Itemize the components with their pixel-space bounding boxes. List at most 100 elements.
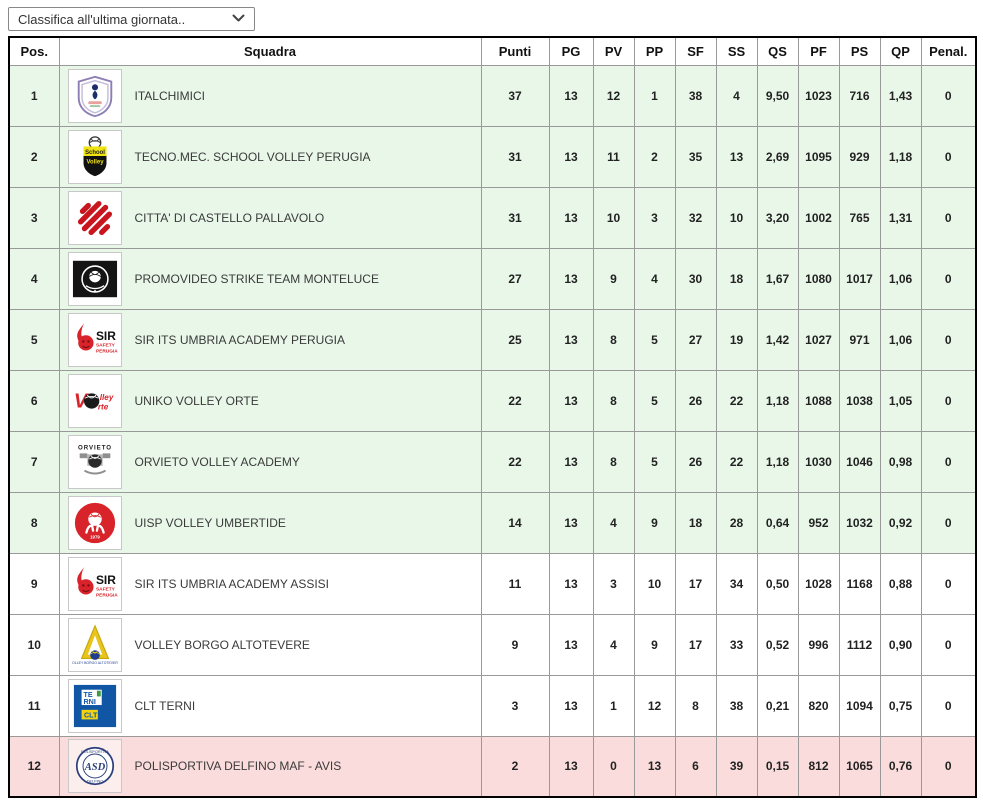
stat-pp: 3 (633, 186, 676, 249)
column-header-qp: QP (879, 36, 922, 66)
stat-pg: 13 (548, 674, 594, 737)
stat-punti: 27 (480, 247, 550, 310)
castello-logo (67, 190, 122, 245)
stat-ps: 1094 (838, 674, 881, 737)
stat-ps: 765 (838, 186, 881, 249)
column-header-squadra: Squadra (58, 36, 482, 66)
stat-qs: 0,52 (756, 613, 799, 676)
svg-text:V: V (73, 390, 88, 412)
stat-pg: 13 (548, 186, 594, 249)
table-row: 12 ASD POLISPORTIVA DELFINO POLISPORTIVA… (8, 735, 977, 798)
stat-ss: 39 (715, 735, 758, 798)
team-cell: ITALCHIMICI (58, 64, 482, 127)
stat-ps: 1017 (838, 247, 881, 310)
stat-qs: 1,18 (756, 430, 799, 493)
table-row: 5 SIR SAFETY PERUGIA SIR ITS UMBRIA ACAD… (8, 308, 977, 371)
stat-ps: 1168 (838, 552, 881, 615)
stat-ss: 33 (715, 613, 758, 676)
stat-pp: 5 (633, 430, 676, 493)
stat-penal: 0 (920, 247, 977, 310)
position-cell: 8 (8, 491, 60, 554)
stat-qs: 2,69 (756, 125, 799, 188)
stat-ss: 34 (715, 552, 758, 615)
stat-qp: 1,43 (879, 64, 922, 127)
column-header-ss: SS (715, 36, 758, 66)
column-header-pf: PF (797, 36, 840, 66)
team-cell: V lley rte UNIKO VOLLEY ORTE (58, 369, 482, 432)
team-cell: CITTA' DI CASTELLO PALLAVOLO (58, 186, 482, 249)
stat-qs: 0,50 (756, 552, 799, 615)
column-header-penal: Penal. (920, 36, 977, 66)
team-name: SIR ITS UMBRIA ACADEMY PERUGIA (134, 332, 346, 347)
table-row: 8 1979 UISP VOLLEY UMBERTIDE 14 13 4 9 1… (8, 491, 977, 554)
stat-pf: 1023 (797, 64, 840, 127)
stat-pp: 10 (633, 552, 676, 615)
team-name: SIR ITS UMBRIA ACADEMY ASSISI (134, 576, 330, 591)
stat-pf: 1028 (797, 552, 840, 615)
team-name: VOLLEY BORGO ALTOTEVERE (134, 637, 310, 652)
stat-sf: 8 (674, 674, 717, 737)
standings-select-value: Classifica all'ultima giornata.. (18, 11, 186, 27)
table-row: 4 PROMOVIDEO STRIKE TEAM MONTELUCE 27 13… (8, 247, 977, 310)
stat-penal: 0 (920, 186, 977, 249)
team-name: TECNO.MEC. SCHOOL VOLLEY PERUGIA (134, 149, 371, 164)
stat-pv: 3 (592, 552, 635, 615)
stat-qs: 1,42 (756, 308, 799, 371)
stat-pv: 1 (592, 674, 635, 737)
stat-pp: 2 (633, 125, 676, 188)
svg-text:lley: lley (99, 393, 113, 402)
stat-ss: 4 (715, 64, 758, 127)
standings-select[interactable]: Classifica all'ultima giornata.. (8, 7, 255, 31)
altotevere-logo: VOLLEY BORGO ALTOTEVERE (67, 617, 122, 672)
stat-punti: 22 (480, 430, 550, 493)
svg-text:CLT: CLT (83, 711, 97, 719)
column-header-qs: QS (756, 36, 799, 66)
team-cell: ASD POLISPORTIVA DELFINO POLISPORTIVA DE… (58, 735, 482, 798)
clt-terni-logo: TE RNI CLT (67, 678, 122, 733)
position-cell: 3 (8, 186, 60, 249)
stat-pf: 820 (797, 674, 840, 737)
volley-orte-logo: V lley rte (67, 373, 122, 428)
stat-punti: 22 (480, 369, 550, 432)
stat-penal: 0 (920, 491, 977, 554)
stat-ss: 22 (715, 369, 758, 432)
team-cell: School Volley TECNO.MEC. SCHOOL VOLLEY P… (58, 125, 482, 188)
stat-pp: 12 (633, 674, 676, 737)
stat-ss: 10 (715, 186, 758, 249)
stat-ss: 28 (715, 491, 758, 554)
stat-penal: 0 (920, 430, 977, 493)
chevron-down-icon (232, 10, 245, 28)
stat-ps: 1112 (838, 613, 881, 676)
stat-penal: 0 (920, 735, 977, 798)
stat-pf: 1088 (797, 369, 840, 432)
stat-sf: 26 (674, 430, 717, 493)
stat-pg: 13 (548, 64, 594, 127)
stat-penal: 0 (920, 613, 977, 676)
stat-sf: 30 (674, 247, 717, 310)
orvieto-logo: ORVIETO (67, 434, 122, 489)
position-cell: 7 (8, 430, 60, 493)
stat-qp: 0,92 (879, 491, 922, 554)
stat-sf: 6 (674, 735, 717, 798)
team-name: ITALCHIMICI (134, 88, 205, 103)
stat-penal: 0 (920, 64, 977, 127)
stat-pg: 13 (548, 735, 594, 798)
stat-pp: 1 (633, 64, 676, 127)
stat-qp: 1,06 (879, 247, 922, 310)
stat-pv: 12 (592, 64, 635, 127)
stat-ss: 22 (715, 430, 758, 493)
stat-qp: 1,05 (879, 369, 922, 432)
stat-ps: 1046 (838, 430, 881, 493)
stat-penal: 0 (920, 125, 977, 188)
column-header-pos: Pos. (8, 36, 60, 66)
team-cell: ORVIETO ORVIETO VOLLEY ACADEMY (58, 430, 482, 493)
stat-pv: 4 (592, 613, 635, 676)
position-cell: 6 (8, 369, 60, 432)
position-cell: 1 (8, 64, 60, 127)
table-row: 7 ORVIETO ORVIETO VOLLEY ACADEMY 22 13 8… (8, 430, 977, 493)
stat-pf: 996 (797, 613, 840, 676)
stat-penal: 0 (920, 308, 977, 371)
stat-punti: 31 (480, 186, 550, 249)
svg-text:SIR: SIR (95, 573, 115, 587)
